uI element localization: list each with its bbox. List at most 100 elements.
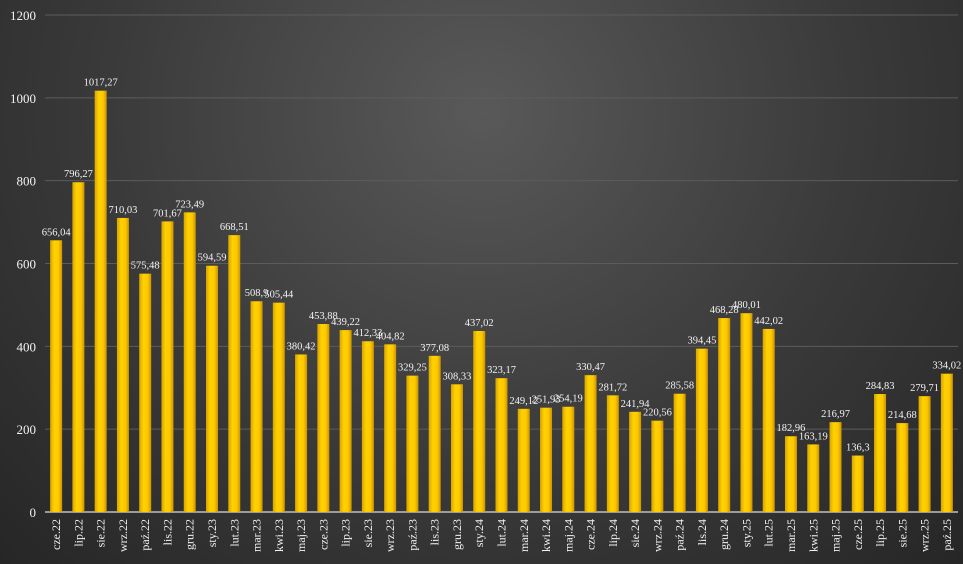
data-label: 308,33 bbox=[443, 371, 472, 382]
bar bbox=[896, 423, 909, 512]
bar bbox=[695, 348, 708, 512]
data-label: 329,25 bbox=[398, 363, 427, 374]
x-tick-label: cze.24 bbox=[584, 519, 598, 550]
x-tick-label: sie.23 bbox=[361, 519, 375, 547]
bar bbox=[94, 90, 107, 513]
bar bbox=[428, 355, 441, 512]
x-tick-label: kwi.25 bbox=[806, 519, 820, 552]
bar bbox=[228, 235, 241, 513]
bar bbox=[384, 344, 397, 512]
bar bbox=[874, 394, 887, 512]
x-tick-label: lip.25 bbox=[873, 519, 887, 547]
bar bbox=[116, 217, 129, 512]
data-label: 796,27 bbox=[64, 169, 93, 180]
x-tick-label: lut.23 bbox=[227, 519, 241, 547]
data-label: 404,82 bbox=[376, 331, 405, 342]
data-label: 439,22 bbox=[331, 317, 360, 328]
bar bbox=[295, 354, 308, 512]
data-label: 254,19 bbox=[554, 394, 583, 405]
x-tick-label: paź.24 bbox=[673, 519, 687, 551]
data-label: 279,71 bbox=[910, 383, 939, 394]
data-label: 377,08 bbox=[420, 343, 449, 354]
bar bbox=[940, 373, 953, 512]
x-tick-label: wrz.22 bbox=[116, 519, 130, 552]
data-label: 468,28 bbox=[710, 305, 739, 316]
bar bbox=[72, 182, 85, 513]
bar bbox=[918, 396, 931, 512]
bar bbox=[495, 378, 508, 512]
x-tick-label: sty.25 bbox=[739, 519, 753, 547]
x-tick-label: lip.24 bbox=[606, 519, 620, 547]
data-label: 323,17 bbox=[487, 365, 516, 376]
x-tick-label: maj.24 bbox=[561, 519, 575, 552]
data-label: 594,59 bbox=[198, 253, 227, 264]
x-tick-label: wrz.24 bbox=[650, 519, 664, 552]
bar bbox=[807, 444, 820, 512]
bar bbox=[651, 420, 664, 512]
y-tick-label: 400 bbox=[17, 339, 37, 354]
data-label: 136,3 bbox=[846, 443, 870, 454]
x-tick-label: lip.23 bbox=[339, 519, 353, 547]
data-label: 220,56 bbox=[643, 408, 672, 419]
data-label: 380,42 bbox=[287, 341, 316, 352]
bar bbox=[183, 212, 196, 512]
bar bbox=[206, 265, 219, 512]
data-label: 701,67 bbox=[153, 208, 182, 219]
x-tick-label: lis.23 bbox=[428, 519, 442, 545]
data-label: 710,03 bbox=[109, 205, 138, 216]
data-label: 330,47 bbox=[576, 362, 605, 373]
bar bbox=[540, 407, 553, 512]
x-tick-label: lis.24 bbox=[695, 519, 709, 545]
bar bbox=[562, 406, 575, 512]
x-tick-label: cze.22 bbox=[49, 519, 63, 550]
x-tick-label: lip.22 bbox=[71, 519, 85, 547]
x-tick-label: lis.22 bbox=[160, 519, 174, 545]
data-label: 437,02 bbox=[465, 318, 494, 329]
y-tick-label: 800 bbox=[17, 174, 37, 189]
y-tick-label: 200 bbox=[17, 422, 37, 437]
y-tick-label: 0 bbox=[30, 505, 37, 520]
x-tick-label: mar.24 bbox=[517, 519, 531, 552]
bar bbox=[762, 328, 775, 512]
x-tick-label: paź.23 bbox=[405, 519, 419, 551]
x-tick-label: maj.25 bbox=[829, 519, 843, 552]
bar bbox=[829, 422, 842, 512]
data-label: 442,02 bbox=[754, 316, 783, 327]
data-label: 214,68 bbox=[888, 410, 917, 421]
bar bbox=[606, 395, 619, 512]
x-tick-label: mar.23 bbox=[250, 519, 264, 552]
data-label: 163,19 bbox=[799, 431, 828, 442]
bar bbox=[784, 436, 797, 512]
x-tick-label: sie.24 bbox=[628, 519, 642, 547]
data-label: 508,9 bbox=[245, 288, 269, 299]
x-tick-label: sie.22 bbox=[94, 519, 108, 547]
bar bbox=[629, 411, 642, 512]
data-label: 284,83 bbox=[866, 381, 895, 392]
bar bbox=[317, 324, 330, 512]
bar bbox=[584, 375, 597, 512]
data-label: 1017,27 bbox=[84, 78, 118, 89]
x-tick-label: kwi.23 bbox=[272, 519, 286, 552]
x-tick-label: paź.22 bbox=[138, 519, 152, 551]
data-label: 251,93 bbox=[532, 395, 561, 406]
data-label: 182,96 bbox=[777, 423, 806, 434]
x-tick-label: lut.24 bbox=[495, 519, 509, 547]
data-label: 723,49 bbox=[175, 199, 204, 210]
bar bbox=[851, 455, 864, 512]
bar bbox=[250, 301, 263, 512]
bar bbox=[740, 313, 753, 512]
data-label: 216,97 bbox=[821, 409, 850, 420]
x-tick-label: paź.25 bbox=[940, 519, 954, 551]
data-label: 412,33 bbox=[353, 328, 382, 339]
bar bbox=[272, 302, 285, 512]
y-tick-label: 1200 bbox=[10, 8, 36, 23]
x-tick-label: cze.23 bbox=[316, 519, 330, 550]
bar bbox=[406, 375, 419, 512]
data-label: 394,45 bbox=[687, 336, 716, 347]
bar bbox=[673, 393, 686, 512]
x-tick-label: wrz.23 bbox=[383, 519, 397, 552]
data-label: 285,58 bbox=[665, 381, 694, 392]
x-tick-label: gru.24 bbox=[717, 519, 731, 550]
data-label: 249,12 bbox=[509, 396, 538, 407]
